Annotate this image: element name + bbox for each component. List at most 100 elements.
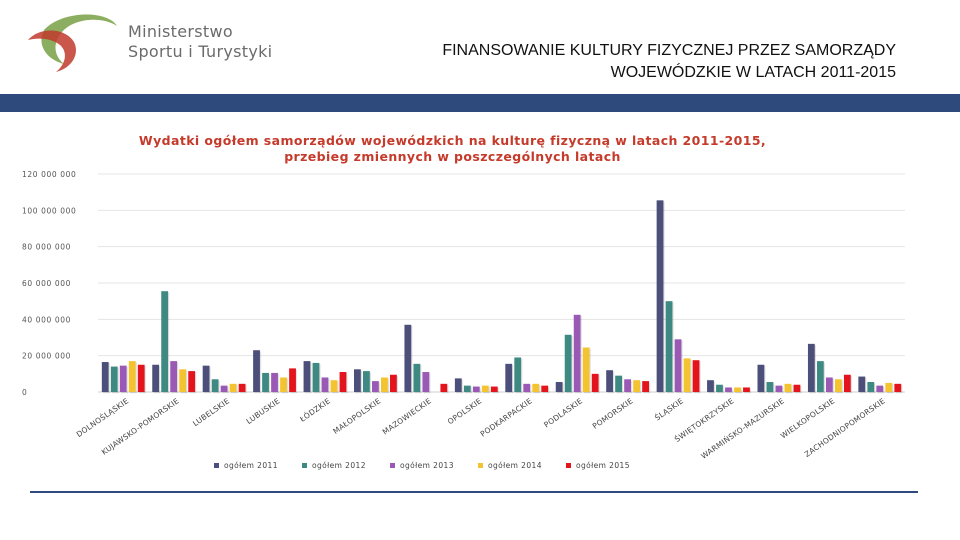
bar: [262, 372, 269, 392]
x-tick-label: ŁÓDZKIE: [297, 396, 332, 424]
logo-red-swoosh: [28, 30, 76, 72]
x-tick-label: LUBUSKIE: [245, 396, 282, 426]
slide-header: Ministerstwo Sportu i Turystyki FINANSOW…: [0, 0, 960, 94]
x-tick-label: ZACHODNIOPOMORSKIE: [803, 396, 887, 459]
organization-name-line1: Ministerstwo: [128, 22, 233, 41]
bar: [463, 385, 471, 392]
legend-swatch: [302, 463, 307, 468]
chart-title-line1: Wydatki ogółem samorządów wojewódzkich n…: [138, 133, 767, 148]
legend-label: ogółem 2015: [576, 461, 630, 470]
bar: [188, 371, 196, 392]
x-tick-label: OPOLSKIE: [446, 396, 484, 426]
bar: [825, 377, 833, 392]
bar: [202, 365, 210, 392]
chart-title: Wydatki ogółem samorządów wojewódzkich n…: [0, 133, 905, 165]
bar: [280, 377, 287, 392]
bar: [725, 387, 732, 392]
bar: [339, 372, 347, 392]
ministry-logo: [28, 14, 117, 72]
y-tick-label: 120 000 000: [22, 170, 76, 179]
bar: [615, 375, 622, 392]
legend-swatch: [478, 463, 483, 468]
bar: [330, 380, 338, 392]
bar-chart: Wydatki ogółem samorządów wojewódzkich n…: [0, 118, 960, 490]
slide-title-line2: WOJEWÓDZKIE W LATACH 2011-2015: [610, 64, 896, 81]
bar: [775, 385, 783, 392]
bar: [312, 362, 320, 392]
bar: [321, 377, 329, 392]
bar: [454, 378, 462, 392]
organization-name: Ministerstwo Sportu i Turystyki: [128, 22, 272, 62]
bar: [716, 384, 723, 392]
legend-swatch: [390, 463, 395, 468]
bar: [734, 387, 741, 392]
bar: [372, 381, 379, 392]
bar: [440, 383, 448, 392]
bar: [110, 366, 118, 392]
footer-rule: [30, 491, 918, 493]
bar: [413, 363, 421, 392]
bar: [179, 369, 187, 392]
bar: [582, 347, 590, 392]
bar: [152, 364, 160, 392]
bar: [238, 383, 246, 392]
bar: [876, 385, 884, 392]
x-tick-label: WARMIŃSKO-MAZURSKIE: [699, 396, 786, 460]
bar: [665, 301, 673, 392]
bar: [253, 350, 260, 392]
legend-swatch: [214, 463, 219, 468]
bar: [303, 361, 311, 392]
y-tick-label: 100 000 000: [22, 206, 76, 215]
x-tick-label: PODKARPACKIE: [479, 396, 534, 438]
bar: [390, 374, 397, 392]
x-tick-label: PODLASKIE: [542, 396, 584, 429]
legend-swatch: [566, 463, 571, 468]
bar: [532, 383, 540, 392]
slide-title: FINANSOWANIE KULTURY FIZYCZNEJ PRZEZ SAM…: [442, 40, 896, 84]
y-tick-label: 40 000 000: [22, 315, 71, 324]
legend-label: ogółem 2014: [488, 461, 542, 470]
bar: [606, 370, 613, 392]
bar: [784, 383, 792, 392]
bar: [674, 339, 682, 392]
bar: [564, 334, 572, 392]
bar: [885, 382, 893, 392]
bar: [472, 386, 480, 392]
bar: [481, 385, 489, 392]
y-tick-label: 20 000 000: [22, 352, 71, 361]
x-tick-label: POMORSKIE: [591, 396, 635, 431]
logo-green-swoosh: [41, 14, 117, 65]
legend-label: ogółem 2011: [224, 461, 278, 470]
bar: [490, 386, 498, 392]
bar: [289, 368, 296, 392]
bar: [128, 361, 136, 392]
bar: [816, 361, 824, 392]
legend-label: ogółem 2012: [312, 461, 366, 470]
bar: [867, 382, 875, 392]
y-tick-label: 60 000 000: [22, 279, 71, 288]
bar: [692, 360, 700, 392]
slide-title-line1: FINANSOWANIE KULTURY FIZYCZNEJ PRZEZ SAM…: [442, 42, 896, 59]
bar: [505, 363, 513, 392]
bar: [381, 377, 388, 392]
x-tick-label: LUBELSKIE: [191, 396, 231, 428]
x-tick-label: MAŁOPOLSKIE: [331, 396, 382, 436]
bar: [894, 383, 902, 392]
bar: [170, 361, 178, 392]
bar: [220, 385, 228, 392]
bar: [555, 382, 563, 392]
bar: [211, 379, 219, 392]
bar: [404, 324, 412, 392]
bar: [119, 365, 127, 392]
bar: [858, 376, 866, 392]
bar: [363, 371, 370, 392]
header-band: [0, 94, 960, 112]
bar: [633, 380, 640, 392]
x-tick-label: DOLNOŚLĄSKIE: [75, 396, 131, 439]
bar: [101, 362, 109, 392]
bar: [766, 382, 774, 392]
bar: [271, 372, 278, 392]
chart-title-line2: przebieg zmiennych w poszczególnych lata…: [284, 149, 621, 164]
bar: [624, 379, 631, 392]
bar: [793, 384, 801, 392]
